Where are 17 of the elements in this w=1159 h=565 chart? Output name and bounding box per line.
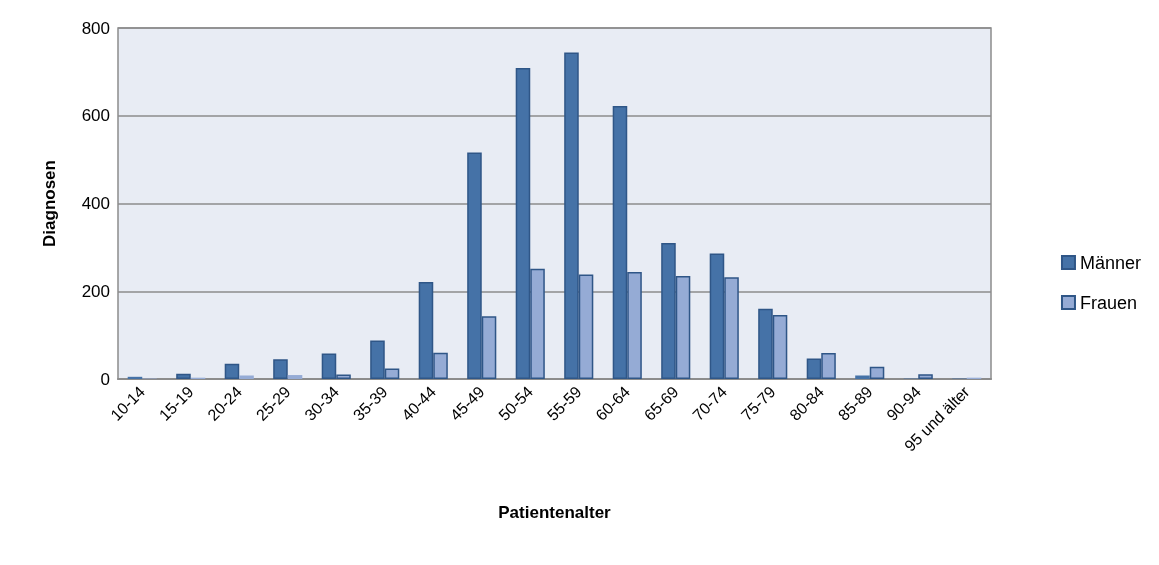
y-tick-label: 200: [81, 281, 110, 301]
bar: [239, 375, 254, 379]
bar: [869, 366, 885, 379]
bar: [273, 359, 288, 379]
y-axis-title: Diagnosen: [40, 160, 59, 247]
bar: [224, 363, 240, 379]
bar: [855, 375, 870, 379]
legend-label: Frauen: [1079, 292, 1138, 313]
y-tick-label: 0: [100, 369, 110, 389]
y-tick-label: 600: [81, 106, 110, 126]
bar: [918, 374, 933, 379]
x-axis-title: Patientenalter: [498, 503, 612, 522]
y-tick-label: 800: [81, 18, 110, 38]
legend-label: Männer: [1079, 252, 1142, 273]
bar: [176, 373, 191, 379]
y-tick-label: 400: [81, 194, 110, 213]
bar: [287, 375, 303, 379]
